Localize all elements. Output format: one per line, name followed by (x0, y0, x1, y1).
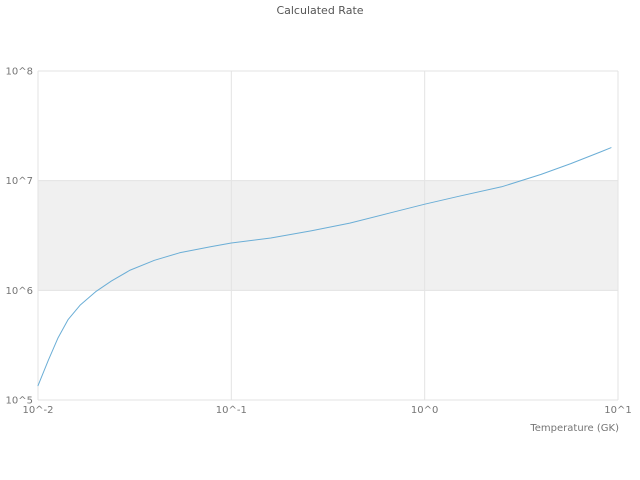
x-tick-label: 10^1 (604, 405, 631, 416)
chart-title: Calculated Rate (276, 4, 364, 17)
y-tick-label: 10^6 (6, 286, 33, 297)
y-tick-label: 10^5 (6, 396, 33, 407)
x-tick-label: 10^-1 (216, 405, 247, 416)
y-tick-label: 10^7 (6, 176, 33, 187)
x-tick-label: 10^-2 (22, 405, 53, 416)
x-axis-label: Temperature (GK) (530, 423, 619, 434)
x-tick-label: 10^0 (411, 405, 438, 416)
y-tick-label: 10^8 (6, 67, 33, 78)
series-line (37, 147, 612, 387)
plot-band (38, 180, 618, 291)
